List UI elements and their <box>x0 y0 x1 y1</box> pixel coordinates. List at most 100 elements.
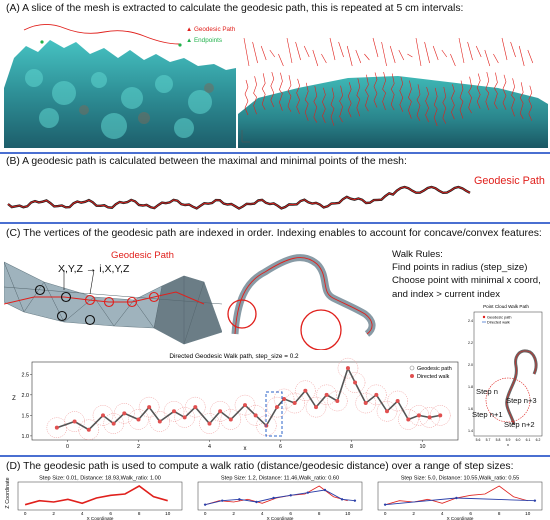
walk-point <box>533 499 537 502</box>
step-radius-circle <box>344 372 366 393</box>
step-radius-circle <box>163 401 185 422</box>
walk-point <box>416 413 421 418</box>
walk-plot-frame <box>31 361 459 441</box>
inset-x-tick: 5.9 <box>506 438 511 442</box>
walk-point <box>274 405 279 410</box>
walk-ratio-x-tick: 2 <box>412 511 415 516</box>
walk-point <box>122 411 127 416</box>
walk-point <box>427 415 432 420</box>
walk-point <box>182 415 187 420</box>
walk-point <box>306 491 310 494</box>
geodesic-reference-line <box>24 485 168 506</box>
walk-legend-1: Geodesic path <box>417 366 452 372</box>
walk-x-label: x <box>244 446 247 452</box>
walk-ratio-plot-title: Step Size: 0.01, Distance: 18.93,Walk_ra… <box>39 476 161 482</box>
inset-y-tick: 1.6 <box>468 407 473 411</box>
panel-d-caption: (D) The geodesic path is used to compute… <box>6 461 514 472</box>
walk-ratio-x-tick: 0 <box>384 511 387 516</box>
geodesic-path-label: Geodesic Path <box>474 175 545 187</box>
walk-point <box>172 409 176 414</box>
walk-point <box>303 388 308 393</box>
walk-ratio-x-tick: 4 <box>441 511 444 516</box>
step-radius-circle <box>305 396 327 418</box>
step-radius-circle <box>199 413 220 434</box>
legend-geodesic-path: ▲ Geodesic Path <box>186 26 236 33</box>
step-radius-circle <box>398 409 419 430</box>
walk-ratio-x-tick: 8 <box>498 511 501 516</box>
reef-mesh-photo: ▲ Geodesic Path ▲ Endpoints <box>4 18 236 148</box>
walk-ratio-plot-title: Step Size: 5.0, Distance: 10.55,Walk_rat… <box>401 476 520 482</box>
step-radius-circle <box>295 380 316 401</box>
walk-ratio-plot-frame <box>17 481 183 511</box>
walk-point <box>228 417 233 422</box>
walk-chart-title: Directed Geodesic Walk path, step_size =… <box>169 353 299 360</box>
walk-point <box>353 380 358 385</box>
walk-ratio-x-tick: 8 <box>138 511 141 516</box>
walk-rules-line-3: and index > current index <box>392 288 500 300</box>
reef-slices-photo <box>238 18 548 148</box>
step-radius-circle <box>337 357 359 379</box>
walk-y-tick: 1.5 <box>22 413 30 419</box>
panel-a-caption: (A) A slice of the mesh is extracted to … <box>6 3 464 14</box>
walk-x-tick: 10 <box>420 444 426 450</box>
step-radius-circle <box>430 405 451 426</box>
step-n1-label: Step n+1 <box>472 410 503 419</box>
walk-point <box>111 421 116 426</box>
walk-ratio-x-tick: 6 <box>109 511 112 516</box>
walk-ratio-x-tick: 8 <box>318 511 321 516</box>
walk-point <box>383 503 387 506</box>
step-radius-circle <box>419 407 440 428</box>
inset-title: Point Cloud Walk Path <box>483 304 529 309</box>
walk-y-ticks: 1.0 1.5 2.0 2.5 <box>22 372 32 440</box>
walk-point <box>438 413 443 418</box>
panel-c-caption: (C) The vertices of the geodesic path ar… <box>6 228 542 239</box>
walk-point <box>72 419 77 424</box>
step-radius-circle <box>114 403 135 424</box>
walk-x-tick: 8 <box>350 444 353 450</box>
step-radius-circle <box>327 390 348 412</box>
walk-ratio-x-tick: 10 <box>345 511 351 516</box>
walk-line <box>204 489 355 506</box>
step-radius-circle <box>209 401 231 422</box>
walk-point <box>374 392 379 397</box>
step-radius-circle <box>174 407 195 428</box>
step-radius-circle <box>366 384 387 406</box>
walk-point <box>455 496 458 500</box>
geodesic-slices <box>243 37 534 127</box>
walk-x-tick: 6 <box>279 444 282 450</box>
step-radius-circle <box>408 405 430 426</box>
walk-point <box>157 419 162 424</box>
walk-ratio-x-label: X Coordinate <box>447 516 474 520</box>
walk-point <box>86 427 91 432</box>
mesh-vertex-diagram <box>4 261 222 345</box>
inset-x-tick: 6.1 <box>526 438 531 442</box>
walk-point <box>54 425 59 430</box>
walk-ratio-plot-title: Step Size: 1.2, Distance: 11.46,Walk_rat… <box>221 476 339 482</box>
triangle-marker-icon: ▲ <box>186 26 193 33</box>
walk-ratio-plots: Step Size: 0.01, Distance: 18.93,Walk_ra… <box>17 476 543 520</box>
step-radius-circle <box>138 396 160 418</box>
legend-endpoints: ▲ Endpoints <box>186 37 222 44</box>
directed-walk-chart: Directed Geodesic Walk path, step_size =… <box>12 353 459 452</box>
walk-point <box>292 401 297 406</box>
step-radius-circle <box>78 419 100 440</box>
walk-ratio-x-tick: 6 <box>469 511 472 516</box>
walk-ratio-x-tick: 2 <box>52 511 55 516</box>
walk-point <box>255 500 258 504</box>
walk-point <box>193 405 198 410</box>
walk-point <box>207 421 212 426</box>
walk-step-circles <box>46 357 451 440</box>
walk-ratio-x-tick: 4 <box>261 511 264 516</box>
inset-y-tick: 2.4 <box>468 319 473 323</box>
step-radius-circle <box>128 409 149 430</box>
walk-ratio-x-tick: 6 <box>289 511 292 516</box>
inset-x-tick: 5.6 <box>476 438 481 442</box>
walk-rules-line-2: Choose point with minimal x coord, <box>392 275 541 287</box>
walk-x-tick: 4 <box>208 444 211 450</box>
step-radius-circle <box>376 401 398 422</box>
walk-point <box>323 488 327 492</box>
separator-a <box>0 152 550 154</box>
walk-rules-line-1: Find points in radius (step_size) <box>392 262 528 274</box>
triangle-marker-icon: ▲ <box>186 37 193 44</box>
walk-point <box>238 498 241 501</box>
